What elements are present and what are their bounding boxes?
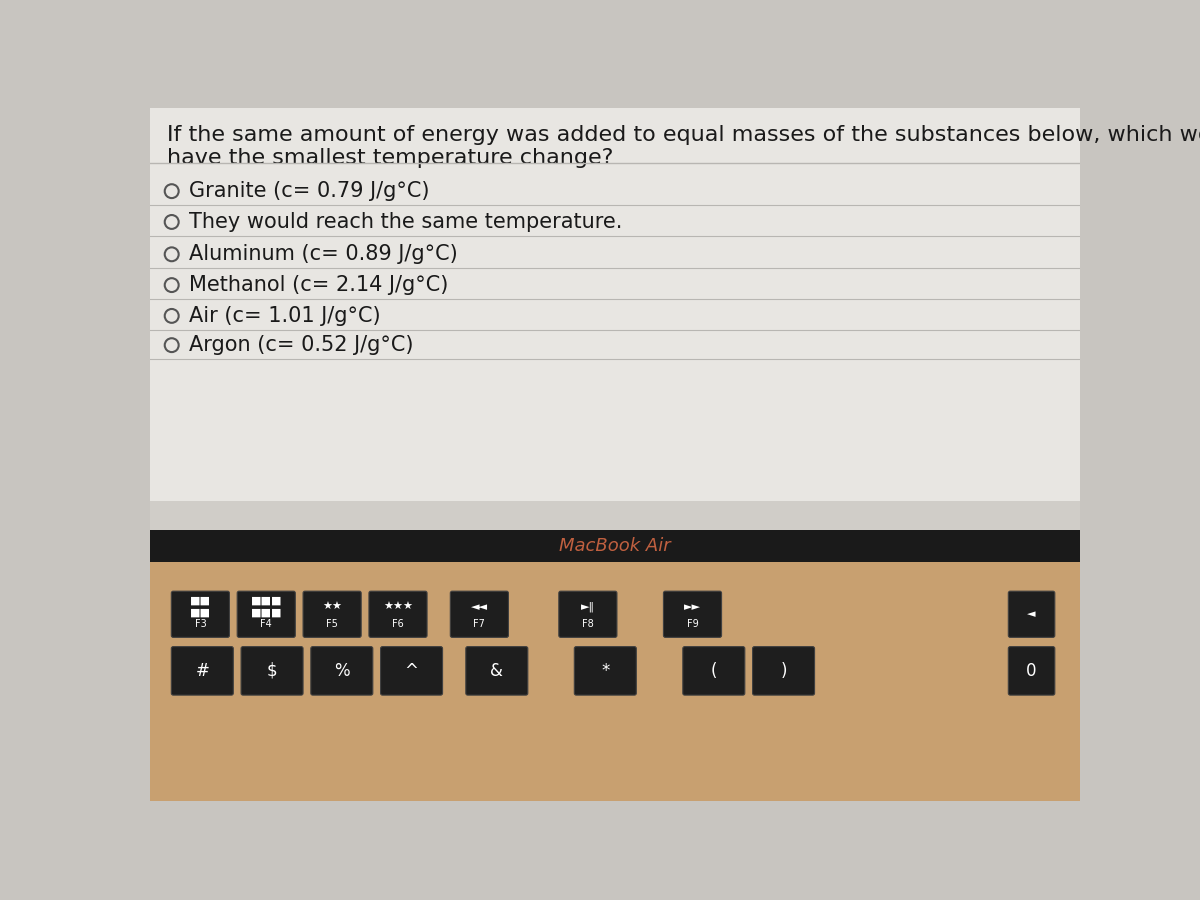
Text: $: $	[266, 662, 277, 680]
Text: ^: ^	[404, 662, 419, 680]
FancyBboxPatch shape	[241, 646, 304, 695]
Text: ■■
■■: ■■ ■■	[190, 596, 211, 617]
Text: have the smallest temperature change?: have the smallest temperature change?	[167, 148, 613, 168]
Text: F8: F8	[582, 618, 594, 628]
FancyBboxPatch shape	[368, 591, 427, 637]
Text: *: *	[601, 662, 610, 680]
Text: ►‖: ►‖	[581, 601, 595, 612]
Bar	[150, 108, 1080, 554]
FancyBboxPatch shape	[1008, 591, 1055, 637]
Bar	[150, 108, 1080, 500]
Text: ★★★: ★★★	[383, 602, 413, 612]
FancyBboxPatch shape	[683, 646, 745, 695]
FancyBboxPatch shape	[304, 591, 361, 637]
Text: Methanol (c= 2.14 J/g°C): Methanol (c= 2.14 J/g°C)	[188, 275, 448, 295]
FancyBboxPatch shape	[752, 646, 815, 695]
Text: #: #	[196, 662, 209, 680]
FancyBboxPatch shape	[172, 646, 233, 695]
Text: ★★: ★★	[322, 602, 342, 612]
FancyBboxPatch shape	[466, 646, 528, 695]
Text: ◄◄: ◄◄	[470, 602, 488, 612]
Text: MacBook Air: MacBook Air	[559, 537, 671, 555]
FancyBboxPatch shape	[575, 646, 636, 695]
Text: Aluminum (c= 0.89 J/g°C): Aluminum (c= 0.89 J/g°C)	[188, 244, 457, 265]
Bar	[150, 530, 1080, 562]
Text: ■■■
■■■: ■■■ ■■■	[251, 596, 282, 617]
FancyBboxPatch shape	[238, 591, 295, 637]
Text: Granite (c= 0.79 J/g°C): Granite (c= 0.79 J/g°C)	[188, 181, 430, 202]
Text: 0: 0	[1026, 662, 1037, 680]
Text: ◄: ◄	[1027, 609, 1036, 619]
FancyBboxPatch shape	[172, 591, 229, 637]
Text: (: (	[710, 662, 718, 680]
Text: F6: F6	[392, 618, 404, 628]
FancyBboxPatch shape	[664, 591, 721, 637]
Text: F7: F7	[474, 618, 485, 628]
FancyBboxPatch shape	[380, 646, 443, 695]
Text: ): )	[780, 662, 787, 680]
Text: &: &	[491, 662, 503, 680]
Text: They would reach the same temperature.: They would reach the same temperature.	[188, 212, 622, 232]
Text: Argon (c= 0.52 J/g°C): Argon (c= 0.52 J/g°C)	[188, 335, 413, 356]
FancyBboxPatch shape	[1008, 646, 1055, 695]
Text: F4: F4	[260, 618, 272, 628]
Bar	[150, 562, 1080, 801]
Text: F5: F5	[326, 618, 338, 628]
FancyBboxPatch shape	[311, 646, 373, 695]
Text: If the same amount of energy was added to equal masses of the substances below, : If the same amount of energy was added t…	[167, 125, 1200, 145]
FancyBboxPatch shape	[450, 591, 509, 637]
Text: ►►: ►►	[684, 602, 701, 612]
Text: Air (c= 1.01 J/g°C): Air (c= 1.01 J/g°C)	[188, 306, 380, 326]
Text: F3: F3	[194, 618, 206, 628]
Text: F9: F9	[686, 618, 698, 628]
FancyBboxPatch shape	[559, 591, 617, 637]
Text: %: %	[334, 662, 349, 680]
